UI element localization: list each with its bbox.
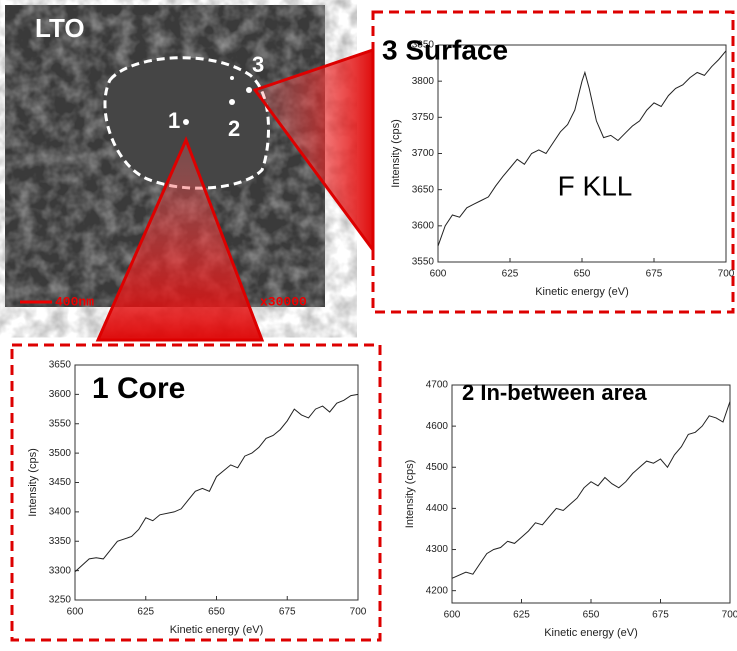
x-tick-label: 600 xyxy=(67,607,84,618)
y-tick-label: 4400 xyxy=(426,503,449,514)
y-tick-label: 3750 xyxy=(412,112,435,123)
x-tick-label: 600 xyxy=(444,610,461,621)
y-tick-label: 3400 xyxy=(49,507,72,518)
x-tick-label: 700 xyxy=(350,607,367,618)
y-tick-label: 3300 xyxy=(49,565,72,576)
x-tick-label: 625 xyxy=(513,610,530,621)
x-tick-label: 625 xyxy=(137,607,154,618)
y-tick-label: 3500 xyxy=(49,448,72,459)
x-tick-label: 700 xyxy=(722,610,737,621)
y-tick-label: 3800 xyxy=(412,76,435,87)
x-tick-label: 650 xyxy=(583,610,600,621)
data-line xyxy=(74,393,359,573)
point-label: 2 xyxy=(228,116,240,141)
x-axis-label: Kinetic energy (eV) xyxy=(544,627,638,639)
y-tick-label: 3550 xyxy=(49,418,72,429)
material-label: LTO xyxy=(35,13,85,43)
plot-frame xyxy=(437,44,727,263)
y-tick-label: 3600 xyxy=(49,389,72,400)
y-tick-label: 3350 xyxy=(49,536,72,547)
x-tick-label: 650 xyxy=(208,607,225,618)
y-tick-label: 3600 xyxy=(412,220,435,231)
y-tick-label: 4600 xyxy=(426,421,449,432)
y-tick-label: 4500 xyxy=(426,462,449,473)
x-tick-label: 650 xyxy=(574,269,591,280)
x-axis-label: Kinetic energy (eV) xyxy=(535,286,629,298)
x-tick-label: 675 xyxy=(279,607,296,618)
magnification: x30000 xyxy=(260,294,307,309)
highlight-box xyxy=(371,10,735,314)
plot-frame xyxy=(451,384,731,604)
y-axis-label: Intensity (cps) xyxy=(27,448,39,516)
point-label: 3 xyxy=(252,52,264,77)
x-axis-label: Kinetic energy (eV) xyxy=(170,624,264,636)
x-tick-label: 600 xyxy=(430,269,447,280)
point-label: 1 xyxy=(168,108,180,133)
y-tick-label: 3550 xyxy=(412,257,435,268)
y-tick-label: 3650 xyxy=(49,360,72,371)
y-tick-label: 4300 xyxy=(426,544,449,555)
annotation: F KLL xyxy=(558,170,633,201)
x-tick-label: 675 xyxy=(652,610,669,621)
x-tick-label: 625 xyxy=(502,269,519,280)
y-axis-label: Intensity (cps) xyxy=(404,460,416,528)
data-line xyxy=(437,50,727,247)
sem-image: LTO 1 2 3 400nm x30000 xyxy=(5,5,375,342)
chart-title: 3 Surface xyxy=(382,34,508,65)
data-line xyxy=(451,401,731,579)
scale-bar: 400nm xyxy=(55,294,94,309)
y-tick-label: 3250 xyxy=(49,595,72,606)
x-tick-label: 700 xyxy=(718,269,735,280)
y-tick-label: 4700 xyxy=(426,380,449,391)
y-tick-label: 4200 xyxy=(426,585,449,596)
y-tick-label: 3650 xyxy=(412,184,435,195)
chart-title: 2 In-between area xyxy=(462,380,647,405)
y-tick-label: 3850 xyxy=(412,40,435,51)
y-tick-label: 3450 xyxy=(49,477,72,488)
chart-title: 1 Core xyxy=(92,372,185,405)
highlight-box xyxy=(10,343,382,642)
y-axis-label: Intensity (cps) xyxy=(390,119,402,187)
x-tick-label: 675 xyxy=(646,269,663,280)
y-tick-label: 3700 xyxy=(412,148,435,159)
plot-frame xyxy=(74,364,359,601)
